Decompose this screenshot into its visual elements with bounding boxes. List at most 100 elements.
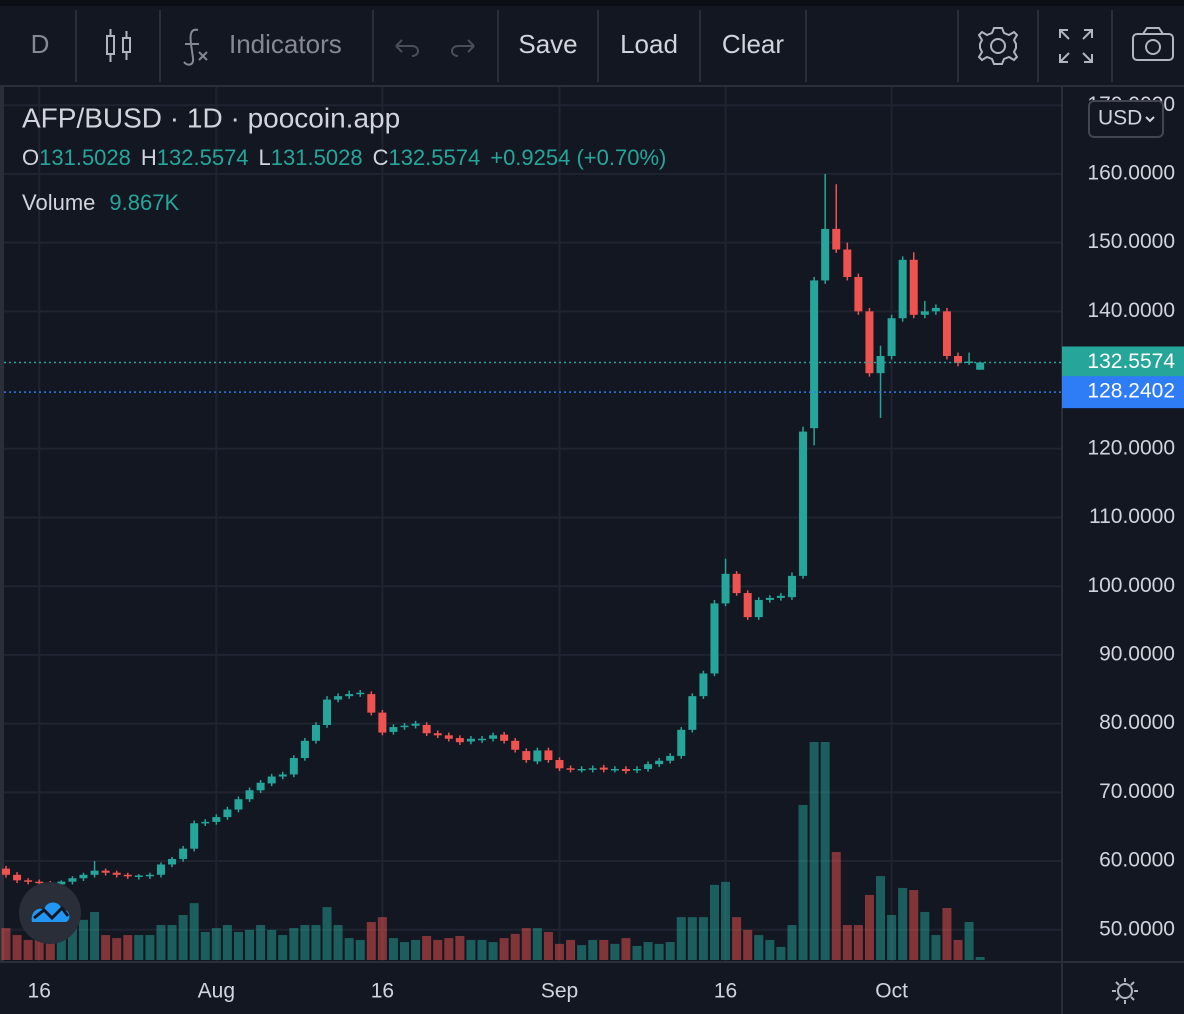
time-settings-button[interactable] bbox=[1112, 978, 1138, 1004]
candle-body bbox=[311, 725, 320, 741]
y-tick-label: 160.0000 bbox=[1087, 161, 1175, 184]
candle-body bbox=[976, 362, 985, 370]
currency-label[interactable]: USD bbox=[1098, 107, 1142, 130]
candle-body bbox=[776, 595, 785, 598]
candle-body bbox=[832, 228, 841, 250]
left-border bbox=[0, 87, 4, 962]
candle-body bbox=[234, 799, 243, 810]
candle-body bbox=[190, 823, 199, 849]
candle-body bbox=[610, 768, 619, 771]
volume-bar bbox=[322, 907, 332, 960]
candle-body bbox=[145, 874, 154, 877]
candle-body bbox=[533, 750, 542, 762]
volume-bar bbox=[776, 946, 786, 960]
volume-bar bbox=[355, 939, 365, 960]
save-button[interactable]: Save bbox=[518, 29, 577, 59]
volume-bar bbox=[632, 946, 642, 960]
volume-bar bbox=[101, 935, 111, 960]
candle-body bbox=[2, 868, 10, 875]
candle-body bbox=[898, 259, 907, 319]
volume-bar bbox=[333, 925, 343, 960]
indicators-icon[interactable] bbox=[183, 28, 208, 66]
volume-bar bbox=[599, 939, 609, 960]
load-button[interactable]: Load bbox=[620, 29, 678, 59]
candle-body bbox=[787, 575, 796, 598]
volume-bar bbox=[488, 942, 498, 960]
time-axis bbox=[0, 962, 1184, 1014]
candle-body bbox=[699, 673, 708, 697]
grid bbox=[4, 87, 1062, 962]
volume-bar bbox=[178, 915, 188, 960]
volume-bar bbox=[942, 908, 952, 960]
clear-button[interactable]: Clear bbox=[722, 29, 784, 59]
volume-bar bbox=[732, 917, 742, 960]
currency-button[interactable]: USD bbox=[1088, 100, 1164, 138]
undo-redo[interactable] bbox=[395, 39, 475, 57]
chart-title: AFP/BUSD · 1D · poocoin.app bbox=[22, 102, 400, 133]
candle-body bbox=[765, 597, 774, 600]
candle-body bbox=[289, 757, 298, 775]
candle-body bbox=[644, 764, 653, 769]
candle-body bbox=[854, 276, 863, 312]
fullscreen-button[interactable] bbox=[1059, 29, 1093, 63]
candle-body bbox=[522, 751, 531, 761]
candles bbox=[2, 173, 985, 888]
volume-bar bbox=[754, 935, 764, 960]
candle-body bbox=[577, 768, 586, 771]
chart-type-button[interactable] bbox=[106, 29, 131, 62]
y-tick-label: 120.0000 bbox=[1087, 436, 1175, 459]
candle-body bbox=[300, 740, 309, 758]
volume-bar bbox=[621, 938, 631, 960]
indicators-button[interactable]: Indicators bbox=[229, 29, 342, 59]
volume-bar bbox=[665, 942, 675, 960]
candle-body bbox=[245, 790, 254, 800]
candle-body bbox=[267, 776, 276, 784]
volume-bar bbox=[311, 925, 321, 960]
y-tick-label: 80.0000 bbox=[1099, 711, 1175, 734]
candle-body bbox=[821, 228, 830, 281]
volume-bar bbox=[123, 935, 133, 960]
volume-bar bbox=[233, 932, 243, 960]
volume-bar bbox=[145, 935, 155, 960]
interval-button[interactable]: D bbox=[31, 29, 50, 59]
volume-bar bbox=[521, 928, 531, 960]
volume-bar bbox=[931, 935, 941, 960]
candle-body bbox=[887, 318, 896, 357]
candle-body bbox=[710, 603, 719, 674]
settings-button[interactable] bbox=[977, 27, 1019, 65]
candle-body bbox=[101, 870, 110, 873]
volume-bar bbox=[222, 925, 232, 960]
volume-bar bbox=[466, 939, 476, 960]
y-tick-label: 50.0000 bbox=[1099, 917, 1175, 940]
candle-body bbox=[389, 727, 398, 732]
legend-o: O bbox=[22, 145, 39, 170]
price-label: 132.5574 bbox=[1087, 350, 1175, 373]
price-axis bbox=[1062, 87, 1184, 962]
candle-body bbox=[810, 280, 819, 429]
candle-body bbox=[79, 874, 88, 879]
candle-body bbox=[278, 774, 287, 777]
volume-bar bbox=[920, 911, 930, 960]
candle-body bbox=[799, 431, 808, 576]
candle-body bbox=[743, 593, 752, 618]
volume-bar bbox=[34, 939, 44, 960]
candle-body bbox=[566, 768, 575, 770]
volume-bar bbox=[853, 925, 863, 960]
volume-bar bbox=[90, 911, 100, 960]
volume-bar bbox=[610, 943, 620, 960]
volume-bar bbox=[543, 932, 553, 960]
candle-body bbox=[400, 725, 409, 728]
candle-body bbox=[489, 735, 498, 739]
volume-bar bbox=[400, 942, 410, 960]
volume-bar bbox=[300, 925, 310, 960]
volume-pane bbox=[1, 742, 985, 960]
volume-bar bbox=[134, 935, 144, 960]
screenshot-button[interactable] bbox=[1132, 27, 1174, 61]
volume-bar bbox=[787, 925, 797, 960]
candle-body bbox=[942, 311, 951, 357]
legend-high: 132.5574 bbox=[157, 145, 249, 170]
volume-bar bbox=[643, 942, 653, 960]
candle-body bbox=[433, 733, 442, 736]
price-lines bbox=[4, 361, 1062, 393]
